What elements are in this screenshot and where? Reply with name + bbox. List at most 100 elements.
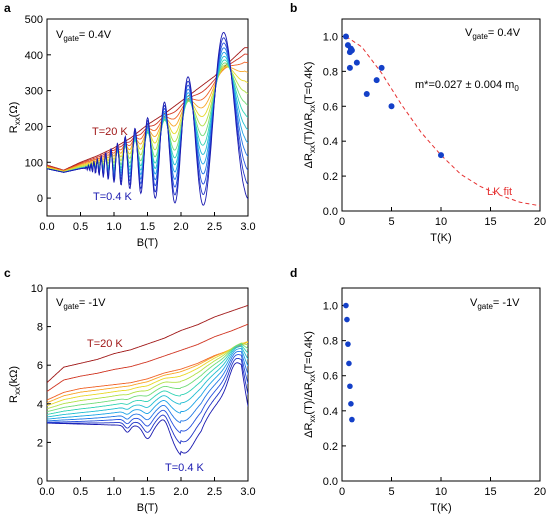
panel-a-ytick-label: 400 bbox=[25, 50, 43, 62]
panel-b-ytick-label: 0.4 bbox=[323, 136, 338, 148]
panel-d-ylabel: ΔRxx(T)/ΔRxx(T=0.4K) bbox=[303, 331, 317, 438]
panel-c-series-line bbox=[47, 357, 248, 445]
panel-b-ytick-label: 0.6 bbox=[323, 101, 338, 113]
panel-c-series-line bbox=[47, 362, 248, 456]
panel-b-xtick-label: 5 bbox=[388, 216, 394, 228]
panel-c-series-line bbox=[47, 350, 248, 424]
panel-c-xtick-label: 3.0 bbox=[240, 486, 255, 498]
panel-c-ytick-label: 8 bbox=[37, 322, 43, 334]
panel-c-series-line bbox=[47, 354, 248, 434]
panel-c-series-line bbox=[47, 342, 248, 407]
panel-b-data-point bbox=[363, 91, 370, 98]
panel-label-c: c bbox=[4, 266, 11, 280]
panel-c-frame bbox=[46, 287, 249, 482]
panel-d-ytick-label: 0.2 bbox=[323, 441, 338, 453]
panel-a-ylabel: Rxx(Ω) bbox=[8, 102, 22, 134]
panel-a-xtick-label: 3.0 bbox=[240, 221, 255, 233]
panel-b-xtick-label: 15 bbox=[484, 216, 496, 228]
panel-b-frame bbox=[341, 18, 541, 212]
panel-a-ytick-label: 300 bbox=[25, 86, 43, 98]
panel-c-xtick-label: 2.0 bbox=[173, 486, 188, 498]
panel-c-xtick-label: 2.5 bbox=[207, 486, 222, 498]
panel-c-series-line bbox=[47, 323, 248, 392]
panel-d-data-point bbox=[343, 302, 349, 309]
panel-c-chart: c 0.0 0.5 1.0 1.5 2.0 2.5 3.0 0 2 4 6 8 10 B(T) Rxx(kΩ)… bbox=[4, 266, 256, 514]
panel-b-annotation-vgate: Vgate= 0.4V bbox=[465, 27, 521, 41]
panel-a-annotation-cold: T=0.4 K bbox=[93, 191, 132, 203]
panel-b-data-point bbox=[346, 64, 353, 71]
panel-d-frame bbox=[341, 287, 541, 482]
panel-d-chart: d 0 5 10 15 20 0.0 0.2 0.4 0.6 0.8 1.0 T(K) ΔRxx(T)/Δ… bbox=[290, 266, 546, 514]
panel-d-ytick-label: 0.6 bbox=[323, 371, 338, 383]
panel-b-annotation-lkfit: LK fit bbox=[487, 186, 512, 198]
panel-b-ytick-label: 0.2 bbox=[323, 171, 338, 183]
panel-a-series-line bbox=[47, 66, 248, 172]
panel-c-series-line bbox=[47, 343, 248, 413]
panel-a-xtick-label: 1.0 bbox=[106, 221, 121, 233]
panel-c-xlabel: B(T) bbox=[137, 502, 158, 514]
panel-d-xtick-label: 15 bbox=[484, 486, 496, 498]
panel-c-series-line bbox=[47, 304, 248, 383]
panel-b-data-point bbox=[378, 64, 385, 71]
panel-a-xtick-label: 0.0 bbox=[39, 221, 54, 233]
panel-c-annotation-cold: T=0.4 K bbox=[165, 462, 204, 474]
panel-b-data-point bbox=[438, 152, 444, 159]
panel-b-ytick-label: 1.0 bbox=[323, 31, 338, 43]
panel-b-ytick-label: 0.8 bbox=[323, 66, 338, 78]
panel-a-xlabel: B(T) bbox=[137, 237, 158, 249]
panel-d-xtick-label: 0 bbox=[339, 486, 345, 498]
panel-a-annotation-hot: T=20 K bbox=[92, 126, 128, 138]
panel-c-ytick-label: 0 bbox=[37, 476, 43, 488]
panel-c-series-line bbox=[47, 345, 248, 418]
panel-b-xlabel: T(K) bbox=[430, 232, 451, 244]
panel-b-ylabel: ΔRxx(T)/ΔRxx(T=0.4K) bbox=[303, 62, 317, 169]
panel-a-xtick-label: 0.5 bbox=[73, 221, 88, 233]
panel-a-annotation-vgate: Vgate= 0.4V bbox=[56, 29, 112, 43]
panel-d-data-point bbox=[345, 341, 351, 347]
panel-label-a: a bbox=[4, 1, 11, 15]
panel-c-xtick-label: 1.5 bbox=[140, 486, 155, 498]
panel-d-xtick-label: 20 bbox=[534, 486, 546, 498]
panel-d-ytick-label: 0.8 bbox=[323, 336, 338, 348]
panel-d-annotation-vgate: Vgate= -1V bbox=[470, 297, 520, 311]
panel-d-data-point bbox=[348, 401, 354, 407]
panel-b-data-point bbox=[373, 77, 380, 84]
panel-a-series-line bbox=[47, 31, 248, 206]
panel-c-curves bbox=[47, 304, 248, 456]
panel-d-ytick-label: 0.0 bbox=[323, 476, 338, 488]
panel-d-data-point bbox=[346, 360, 352, 367]
panel-c-xtick-label: 1.0 bbox=[106, 486, 121, 498]
panel-c-series-line bbox=[47, 342, 248, 410]
panel-label-b: b bbox=[290, 1, 297, 15]
panel-label-d: d bbox=[290, 266, 297, 280]
panel-a-ytick-label: 100 bbox=[25, 157, 43, 169]
panel-a-chart: a 0.0 0.5 1.0 1.5 2.0 2.5 3.0 0 100 200 300 400 500 B(… bbox=[4, 1, 256, 249]
panel-d-data-point bbox=[344, 316, 350, 323]
panel-a-series-line bbox=[47, 53, 248, 171]
panel-c-annotation-hot: T=20 K bbox=[87, 338, 123, 350]
panel-b-xtick-label: 10 bbox=[435, 216, 447, 228]
panel-d-xtick-label: 5 bbox=[388, 486, 394, 498]
panel-a-curves bbox=[47, 31, 248, 206]
panel-c-ylabel: Rxx(kΩ) bbox=[8, 366, 22, 403]
panel-d-xtick-label: 10 bbox=[435, 486, 447, 498]
panel-d-data-point bbox=[349, 416, 355, 423]
panel-d-data-point bbox=[347, 383, 353, 390]
panel-b-xtick-label: 0 bbox=[339, 216, 345, 228]
panel-b-ytick-label: 0.0 bbox=[323, 206, 338, 218]
panel-c-series-line bbox=[47, 344, 248, 415]
panel-c-series-line bbox=[47, 341, 248, 401]
panel-a-xtick-label: 2.0 bbox=[173, 221, 188, 233]
panel-d-xlabel: T(K) bbox=[430, 502, 451, 514]
panel-b-data-point bbox=[388, 103, 395, 110]
panel-b-data-point bbox=[342, 33, 349, 40]
panel-b-data-point bbox=[348, 47, 355, 54]
panel-c-series-line bbox=[47, 348, 248, 420]
panel-b-chart: b 0 5 10 15 20 0.0 0.2 0.4 0.6 0.8 1.0 T(K) ΔRxx(T)/Δ… bbox=[290, 1, 546, 244]
panel-b-annotation-mass: m*=0.027 ± 0.004 m0 bbox=[415, 79, 519, 93]
panel-a-ytick-label: 200 bbox=[25, 121, 43, 133]
panel-c-ytick-label: 2 bbox=[37, 437, 43, 449]
panel-b-lk-fit-line bbox=[345, 36, 541, 207]
panel-c-ytick-label: 4 bbox=[37, 399, 43, 411]
panel-c-ytick-label: 6 bbox=[37, 360, 43, 372]
